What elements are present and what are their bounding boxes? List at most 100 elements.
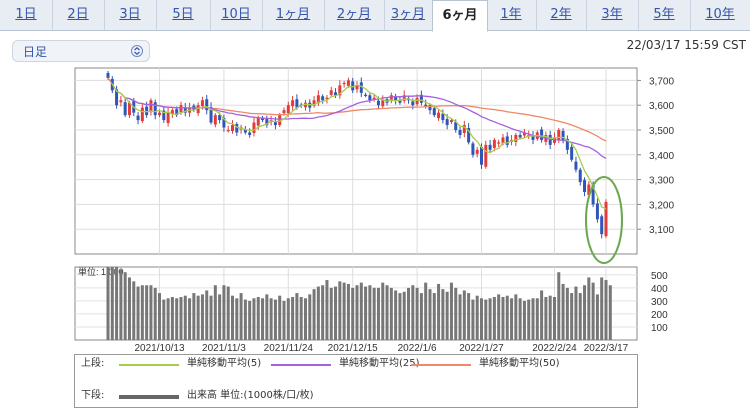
volume-unit-label: 単位: 1,000 bbox=[78, 266, 124, 277]
candle-body bbox=[140, 107, 144, 122]
volume-bar bbox=[192, 293, 196, 340]
volume-bar bbox=[115, 267, 119, 340]
tab-13[interactable]: 10年 bbox=[690, 0, 750, 30]
volume-bar bbox=[222, 285, 226, 340]
price-tick-label: 3,100 bbox=[649, 225, 674, 236]
period-tabs: 1日 2日 3日 5日 10日 1ヶ月 2ヶ月 3ヶ月 6ヶ月 1年 2年 3年 5年 10年 bbox=[0, 0, 750, 32]
volume-bar bbox=[226, 286, 230, 340]
candle-body bbox=[591, 185, 595, 205]
tab-8[interactable]: 6ヶ月 bbox=[432, 0, 488, 32]
volume-bar bbox=[166, 298, 170, 340]
candle-body bbox=[479, 146, 484, 165]
volume-bar bbox=[376, 287, 380, 340]
volume-bar bbox=[286, 298, 290, 340]
candle-body bbox=[218, 115, 222, 121]
price-tick-label: 3,500 bbox=[649, 126, 674, 137]
legend-sma25-swatch bbox=[271, 364, 331, 366]
candle-body bbox=[200, 100, 204, 107]
tab-5[interactable]: 1ヶ月 bbox=[262, 0, 325, 30]
period-select[interactable]: 日足 bbox=[12, 40, 150, 62]
volume-bar bbox=[303, 298, 307, 340]
candle-body bbox=[462, 125, 466, 133]
tab-0[interactable]: 1日 bbox=[0, 0, 53, 30]
candle-body bbox=[136, 115, 140, 121]
volume-bar bbox=[415, 287, 419, 340]
volume-bar bbox=[342, 282, 346, 340]
legend-upper-label: 上段: bbox=[81, 358, 105, 369]
volume-bar bbox=[119, 269, 123, 340]
volume-bar bbox=[145, 285, 149, 340]
volume-bar bbox=[407, 287, 411, 340]
tab-9[interactable]: 1年 bbox=[486, 0, 537, 30]
tab-10[interactable]: 2年 bbox=[536, 0, 587, 30]
volume-bar bbox=[239, 293, 243, 340]
volume-bar bbox=[518, 298, 522, 340]
candle-body bbox=[428, 105, 432, 111]
volume-bar bbox=[243, 299, 247, 340]
candle-body bbox=[286, 105, 290, 114]
volume-bar bbox=[381, 282, 385, 340]
tab-1[interactable]: 2日 bbox=[52, 0, 105, 30]
candle-body bbox=[329, 90, 333, 95]
candle-body bbox=[243, 129, 247, 133]
volume-bar bbox=[578, 293, 582, 340]
volume-bar bbox=[505, 295, 509, 340]
volume-bar bbox=[127, 277, 131, 340]
x-tick-label: 2022/1/6 bbox=[398, 343, 437, 354]
candle-body bbox=[449, 120, 453, 123]
candle-body bbox=[127, 102, 131, 116]
volume-bar bbox=[218, 294, 222, 340]
legend-sma5-swatch bbox=[119, 364, 179, 366]
candle-body bbox=[312, 100, 316, 106]
candle-body bbox=[364, 94, 368, 96]
candle-body bbox=[467, 128, 471, 143]
candle-body bbox=[170, 110, 174, 114]
volume-bar bbox=[368, 285, 372, 340]
volume-bar bbox=[162, 299, 166, 340]
candle-body bbox=[145, 106, 149, 116]
tab-6[interactable]: 2ヶ月 bbox=[324, 0, 385, 30]
volume-bar bbox=[230, 295, 235, 340]
volume-bar bbox=[213, 285, 217, 340]
volume-bar bbox=[587, 277, 591, 340]
tab-3[interactable]: 5日 bbox=[156, 0, 211, 30]
volume-bar bbox=[196, 295, 200, 340]
volume-bar bbox=[346, 283, 350, 340]
volume-bar bbox=[261, 298, 265, 340]
price-tick-label: 3,300 bbox=[649, 176, 674, 187]
tab-11[interactable]: 3年 bbox=[586, 0, 639, 30]
volume-bar bbox=[583, 285, 587, 340]
volume-bar bbox=[372, 287, 376, 340]
chart-legend: 上段: 単純移動平均(5) 単純移動平均(25) 単純移動平均(50) 下段: … bbox=[74, 354, 638, 408]
volume-bar bbox=[269, 298, 273, 340]
candle-body bbox=[256, 117, 260, 126]
volume-bar bbox=[565, 287, 569, 340]
candle-body bbox=[595, 203, 599, 220]
candle-body bbox=[351, 81, 355, 91]
volume-bar bbox=[188, 298, 192, 340]
volume-bar bbox=[179, 296, 183, 340]
candle-body bbox=[248, 132, 252, 135]
legend-sma25: 単純移動平均(25) bbox=[339, 358, 420, 369]
tab-2[interactable]: 3日 bbox=[104, 0, 157, 30]
candle-body bbox=[106, 72, 110, 78]
volume-bar bbox=[552, 296, 556, 340]
candle-body bbox=[213, 115, 217, 125]
tab-12[interactable]: 5年 bbox=[638, 0, 691, 30]
volume-bar bbox=[140, 285, 144, 340]
candle-body bbox=[205, 99, 209, 111]
volume-bar bbox=[321, 285, 325, 340]
volume-bar bbox=[334, 286, 338, 340]
volume-bar bbox=[282, 300, 286, 340]
highlight-ellipse bbox=[585, 176, 623, 264]
volume-bar bbox=[445, 291, 449, 340]
x-tick-label: 2022/2/24 bbox=[532, 343, 577, 354]
tab-4[interactable]: 10日 bbox=[210, 0, 263, 30]
candle-body bbox=[334, 92, 338, 96]
candle-body bbox=[381, 100, 385, 107]
candle-body bbox=[583, 180, 587, 192]
volume-bar bbox=[475, 295, 479, 340]
volume-bar bbox=[364, 286, 368, 340]
volume-bar bbox=[308, 294, 312, 340]
candle-body bbox=[325, 97, 329, 100]
